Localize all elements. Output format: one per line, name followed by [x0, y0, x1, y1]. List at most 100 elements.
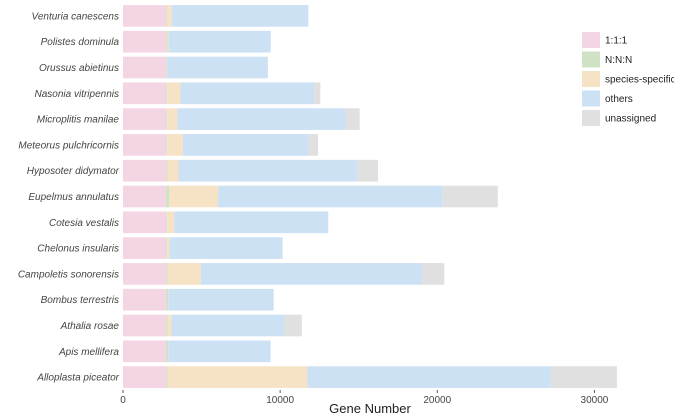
- legend-label: others: [605, 94, 633, 105]
- x-tick-label: 0: [120, 395, 126, 406]
- bar-segment: [422, 263, 445, 285]
- bar-segment: [167, 5, 172, 27]
- y-tick-label: Chelonus insularis: [37, 244, 119, 255]
- bar-segment: [123, 5, 167, 27]
- y-tick-label: Campoletis sonorensis: [18, 269, 119, 280]
- y-tick-label: Eupelmus annulatus: [28, 192, 119, 203]
- bar-segment: [167, 314, 172, 337]
- legend-swatch: [582, 71, 600, 87]
- bar-segment: [123, 108, 167, 130]
- y-tick-label: Orussus abietinus: [39, 63, 119, 74]
- legend-swatch: [582, 90, 600, 107]
- x-tick-label: 30000: [581, 395, 609, 406]
- bar-segment: [166, 82, 168, 105]
- bar-segment: [169, 185, 219, 208]
- y-tick-label: Venturia canescens: [32, 11, 119, 22]
- bar-segment: [550, 366, 617, 388]
- bar-segment: [200, 263, 423, 285]
- bar-segment: [167, 134, 183, 156]
- bar-segment: [314, 82, 321, 105]
- legend-swatch: [582, 32, 600, 48]
- bar-segment: [168, 288, 274, 311]
- bar-segment: [166, 134, 168, 156]
- bar-segment: [180, 82, 315, 105]
- bar-segment: [168, 340, 271, 363]
- bar-segment: [166, 185, 170, 208]
- bar-segment: [166, 237, 168, 259]
- x-tick-label: 10000: [266, 395, 294, 406]
- bar-segment: [171, 5, 309, 27]
- bar-segment: [166, 56, 168, 79]
- x-axis: 0 10000 20000 30000: [120, 390, 609, 406]
- y-tick-label: Alloplasta piceator: [36, 373, 119, 384]
- bar-segment: [442, 185, 498, 208]
- x-axis-label: Gene Number: [329, 401, 411, 416]
- bar-segment: [171, 314, 285, 337]
- bar-segment: [123, 82, 167, 105]
- bar-segment: [307, 366, 551, 388]
- bar-segment: [123, 211, 167, 234]
- bar-segment: [123, 30, 167, 53]
- bar-segment: [166, 288, 169, 311]
- legend-label: unassigned: [605, 114, 656, 125]
- bar-segment: [166, 159, 168, 182]
- y-tick-label: Bombus terrestris: [41, 295, 119, 306]
- bar-segment: [166, 340, 169, 363]
- bar-segment: [123, 366, 167, 388]
- legend-swatch: [582, 51, 600, 68]
- bar-segment: [308, 134, 319, 156]
- bar-segment: [182, 134, 309, 156]
- bar-segment: [167, 263, 201, 285]
- bar-segment: [123, 288, 167, 311]
- y-tick-label: Apis mellifera: [58, 347, 119, 358]
- bar-segment: [123, 56, 167, 79]
- x-tick-label: 20000: [423, 395, 451, 406]
- bar-segment: [177, 108, 346, 130]
- legend-label: N:N:N: [605, 55, 632, 66]
- bar-segment: [123, 314, 167, 337]
- bar-segment: [123, 134, 167, 156]
- bar-segment: [167, 211, 175, 234]
- bar-segment: [168, 30, 271, 53]
- bar-segment: [166, 108, 168, 130]
- bar-segment: [123, 340, 167, 363]
- y-tick-label: Cotesia vestalis: [49, 218, 119, 229]
- y-tick-label: Microplitis manilae: [37, 115, 120, 126]
- bar-segment: [167, 56, 268, 79]
- bar-segment: [174, 211, 329, 234]
- bar-segment: [167, 82, 181, 105]
- bar-segment: [123, 185, 167, 208]
- bar-segment: [123, 159, 167, 182]
- bar-segment: [166, 366, 168, 388]
- y-tick-label: Meteorus pulchricornis: [18, 140, 119, 151]
- bar-segment: [166, 211, 168, 234]
- bar-segment: [167, 159, 179, 182]
- bar-segment: [357, 159, 379, 182]
- bar-segment: [167, 237, 170, 259]
- legend-swatch: [582, 110, 600, 126]
- bar-segment: [218, 185, 443, 208]
- bar-segment: [166, 314, 168, 337]
- bar-segment: [167, 108, 178, 130]
- legend-label: species-specific: [605, 75, 674, 86]
- bar-segment: [123, 237, 167, 259]
- bar-segment: [123, 263, 167, 285]
- y-tick-label: Polistes dominula: [41, 37, 120, 48]
- y-tick-label: Nasonia vitripennis: [35, 89, 120, 100]
- bar-segment: [169, 237, 283, 259]
- y-tick-label: Athalia rosae: [60, 321, 120, 332]
- y-tick-labels: Venturia canescens Polistes dominula Oruss…: [18, 11, 120, 383]
- bar-segment: [345, 108, 360, 130]
- bar-segment: [284, 314, 302, 337]
- bar-segment: [178, 159, 358, 182]
- bar-segment: [166, 30, 168, 53]
- bar-segment: [166, 263, 168, 285]
- y-tick-label: Hyposoter didymator: [27, 166, 120, 177]
- bar-segment: [166, 5, 167, 27]
- bar-segment: [167, 30, 169, 53]
- bar-segment: [167, 366, 308, 388]
- legend-label: 1:1:1: [605, 36, 628, 47]
- bars-layer: [123, 5, 617, 388]
- legend: 1:1:1 N:N:N species-specific others unassign…: [582, 32, 674, 126]
